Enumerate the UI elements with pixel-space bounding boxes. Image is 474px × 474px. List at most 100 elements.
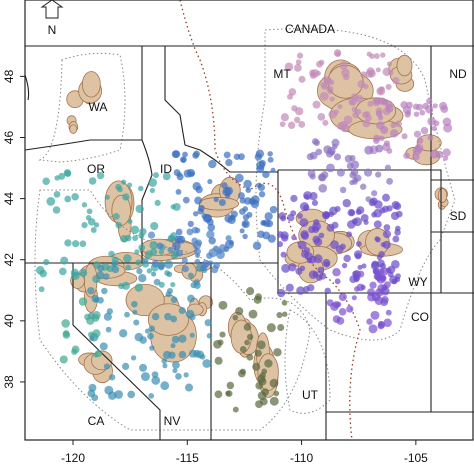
occurrence-point bbox=[213, 196, 219, 203]
occurrence-point bbox=[440, 105, 449, 113]
occurrence-point bbox=[346, 231, 353, 238]
occurrence-point bbox=[285, 283, 294, 292]
occurrence-point bbox=[255, 400, 263, 409]
y-tick-label: 40 bbox=[2, 314, 16, 328]
occurrence-point bbox=[111, 261, 118, 268]
occurrence-point bbox=[401, 133, 408, 140]
occurrence-point bbox=[166, 271, 173, 278]
occurrence-point bbox=[167, 246, 174, 253]
occurrence-point bbox=[225, 158, 233, 167]
occurrence-point bbox=[339, 186, 347, 194]
occurrence-point bbox=[178, 350, 187, 359]
occurrence-point bbox=[284, 62, 294, 72]
occurrence-point bbox=[259, 377, 267, 386]
occurrence-point bbox=[91, 294, 100, 303]
occurrence-point bbox=[188, 349, 197, 358]
occurrence-point bbox=[313, 254, 323, 264]
occurrence-point bbox=[378, 250, 385, 258]
occurrence-point bbox=[182, 265, 189, 273]
y-tick-label: 46 bbox=[2, 131, 16, 145]
occurrence-point bbox=[365, 70, 374, 78]
occurrence-point bbox=[267, 151, 273, 157]
region-label: ID bbox=[160, 162, 172, 176]
occurrence-point bbox=[394, 229, 401, 236]
occurrence-point bbox=[269, 205, 278, 214]
occurrence-points bbox=[35, 49, 453, 413]
occurrence-point bbox=[246, 353, 254, 361]
occurrence-point bbox=[238, 153, 245, 161]
occurrence-point bbox=[71, 193, 79, 201]
occurrence-point bbox=[338, 292, 347, 302]
occurrence-point bbox=[343, 254, 351, 263]
y-tick-label: 44 bbox=[2, 192, 16, 206]
occurrence-point bbox=[299, 202, 309, 211]
occurrence-point bbox=[214, 390, 223, 399]
occurrence-point bbox=[392, 76, 400, 85]
occurrence-point bbox=[380, 126, 389, 135]
occurrence-point bbox=[366, 51, 372, 57]
occurrence-point bbox=[321, 171, 329, 179]
occurrence-point bbox=[317, 112, 326, 121]
occurrence-point bbox=[324, 78, 332, 85]
occurrence-point bbox=[218, 199, 226, 207]
occurrence-point bbox=[382, 240, 391, 249]
occurrence-point bbox=[148, 325, 156, 332]
occurrence-point bbox=[382, 193, 391, 202]
occurrence-point bbox=[173, 169, 181, 177]
occurrence-point bbox=[194, 227, 201, 234]
occurrence-point bbox=[264, 212, 273, 221]
x-tick-label: -115 bbox=[176, 451, 199, 465]
occurrence-point bbox=[281, 263, 291, 273]
occurrence-point bbox=[386, 177, 393, 185]
occurrence-point bbox=[332, 267, 341, 277]
occurrence-point bbox=[199, 353, 206, 360]
occurrence-point bbox=[162, 172, 171, 181]
occurrence-point bbox=[225, 193, 231, 199]
occurrence-point bbox=[131, 300, 138, 308]
occurrence-point bbox=[88, 177, 97, 185]
occurrence-point bbox=[239, 228, 245, 234]
occurrence-point bbox=[368, 324, 378, 334]
occurrence-point bbox=[312, 100, 321, 109]
occurrence-point bbox=[180, 156, 187, 164]
occurrence-point bbox=[127, 390, 136, 399]
occurrence-point bbox=[224, 186, 234, 196]
occurrence-point bbox=[413, 130, 421, 138]
occurrence-point bbox=[90, 226, 97, 233]
occurrence-point bbox=[111, 265, 120, 274]
occurrence-point bbox=[165, 291, 172, 298]
occurrence-point bbox=[355, 94, 364, 103]
occurrence-point bbox=[351, 218, 358, 225]
occurrence-point bbox=[375, 67, 381, 73]
occurrence-point bbox=[175, 228, 183, 236]
occurrence-point bbox=[329, 206, 338, 216]
occurrence-point bbox=[383, 140, 391, 147]
occurrence-point bbox=[79, 240, 87, 248]
occurrence-point bbox=[170, 343, 176, 349]
y-tick-label: 38 bbox=[2, 375, 16, 389]
occurrence-point bbox=[375, 171, 382, 178]
occurrence-point bbox=[373, 137, 380, 145]
occurrence-point bbox=[172, 202, 181, 211]
occurrence-point bbox=[94, 349, 103, 358]
occurrence-point bbox=[369, 281, 377, 289]
occurrence-point bbox=[194, 247, 201, 255]
occurrence-point bbox=[288, 263, 297, 272]
occurrence-point bbox=[141, 372, 150, 382]
occurrence-point bbox=[431, 125, 437, 132]
occurrence-point bbox=[379, 135, 385, 142]
occurrence-point bbox=[363, 83, 369, 90]
occurrence-point bbox=[151, 376, 161, 385]
occurrence-point bbox=[87, 287, 95, 295]
occurrence-point bbox=[225, 235, 232, 242]
occurrence-point bbox=[349, 154, 356, 162]
occurrence-point bbox=[366, 318, 373, 325]
occurrence-point bbox=[143, 257, 149, 263]
occurrence-point bbox=[351, 106, 357, 113]
occurrence-point bbox=[218, 300, 228, 310]
occurrence-point bbox=[339, 243, 346, 250]
occurrence-point bbox=[201, 259, 210, 268]
occurrence-point bbox=[296, 286, 305, 295]
occurrence-point bbox=[269, 378, 279, 388]
occurrence-point bbox=[108, 250, 115, 258]
